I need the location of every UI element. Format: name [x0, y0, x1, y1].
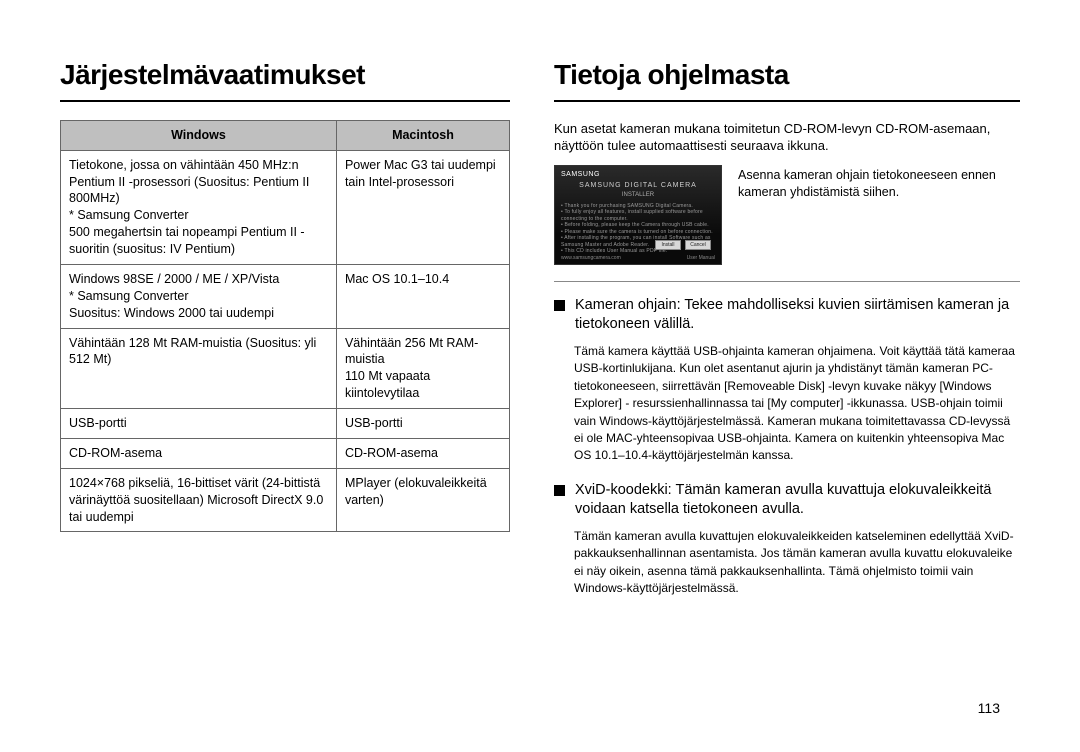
driver-row: SAMSUNG SAMSUNG DIGITAL CAMERA INSTALLER… — [554, 165, 1020, 265]
cell-windows: CD-ROM-asema — [61, 438, 337, 468]
bullet-head-text: XviD-koodekki: Tämän kameran avulla kuva… — [575, 481, 1020, 520]
bullet-heading: Kameran ohjain: Tekee mahdolliseksi kuvi… — [554, 296, 1020, 335]
table-row: Vähintään 128 Mt RAM-muistia (Suositus: … — [61, 328, 510, 409]
cell-macintosh: Power Mac G3 tai uudempi tain Intel-pros… — [336, 150, 509, 264]
left-heading: Järjestelmävaatimukset — [60, 56, 510, 94]
heading-rule — [60, 100, 510, 102]
square-icon — [554, 300, 565, 311]
col-header-macintosh: Macintosh — [336, 120, 509, 150]
bullet-body: Tämän kameran avulla kuvattujen elokuval… — [574, 528, 1020, 598]
installer-cancel-button: Cancel — [685, 240, 711, 250]
installer-brand: SAMSUNG — [561, 170, 715, 179]
installer-title: SAMSUNG DIGITAL CAMERA — [561, 181, 715, 190]
cell-macintosh: Mac OS 10.1–10.4 — [336, 264, 509, 328]
bullet-body: Tämä kamera käyttää USB-ohjainta kameran… — [574, 343, 1020, 465]
cell-macintosh: Vähintään 256 Mt RAM-muistia 110 Mt vapa… — [336, 328, 509, 409]
table-row: Tietokone, jossa on vähintään 450 MHz:n … — [61, 150, 510, 264]
table-row: 1024×768 pikseliä, 16-bittiset värit (24… — [61, 468, 510, 532]
system-requirements-table: Windows Macintosh Tietokone, jossa on vä… — [60, 120, 510, 533]
separator — [554, 281, 1020, 282]
table-row: USB-porttiUSB-portti — [61, 409, 510, 439]
installer-foot-right: User Manual — [687, 255, 715, 262]
cell-windows: Tietokone, jossa on vähintään 450 MHz:n … — [61, 150, 337, 264]
bullets-container: Kameran ohjain: Tekee mahdolliseksi kuvi… — [554, 296, 1020, 598]
heading-rule — [554, 100, 1020, 102]
installer-screenshot: SAMSUNG SAMSUNG DIGITAL CAMERA INSTALLER… — [554, 165, 722, 265]
cell-windows: 1024×768 pikseliä, 16-bittiset värit (24… — [61, 468, 337, 532]
intro-text: Kun asetat kameran mukana toimitetun CD-… — [554, 120, 1020, 155]
cell-windows: Windows 98SE / 2000 / ME / XP/Vista * Sa… — [61, 264, 337, 328]
installer-install-button: Install — [655, 240, 681, 250]
cell-macintosh: CD-ROM-asema — [336, 438, 509, 468]
installer-foot-left: www.samsungcamera.com — [561, 255, 621, 262]
right-heading: Tietoja ohjelmasta — [554, 56, 1020, 94]
cell-macintosh: USB-portti — [336, 409, 509, 439]
page-number: 113 — [978, 699, 1000, 718]
square-icon — [554, 485, 565, 496]
cell-windows: Vähintään 128 Mt RAM-muistia (Suositus: … — [61, 328, 337, 409]
col-header-windows: Windows — [61, 120, 337, 150]
right-column: Tietoja ohjelmasta Kun asetat kameran mu… — [554, 56, 1020, 613]
bullet-heading: XviD-koodekki: Tämän kameran avulla kuva… — [554, 481, 1020, 520]
table-row: CD-ROM-asemaCD-ROM-asema — [61, 438, 510, 468]
driver-note: Asenna kameran ohjain tietokoneeseen enn… — [738, 165, 1020, 201]
installer-subtitle: INSTALLER — [561, 191, 715, 199]
cell-macintosh: MPlayer (elokuvaleikkeitä varten) — [336, 468, 509, 532]
cell-windows: USB-portti — [61, 409, 337, 439]
table-body: Tietokone, jossa on vähintään 450 MHz:n … — [61, 150, 510, 532]
bullet-head-text: Kameran ohjain: Tekee mahdolliseksi kuvi… — [575, 296, 1020, 335]
table-row: Windows 98SE / 2000 / ME / XP/Vista * Sa… — [61, 264, 510, 328]
left-column: Järjestelmävaatimukset Windows Macintosh… — [60, 56, 510, 613]
